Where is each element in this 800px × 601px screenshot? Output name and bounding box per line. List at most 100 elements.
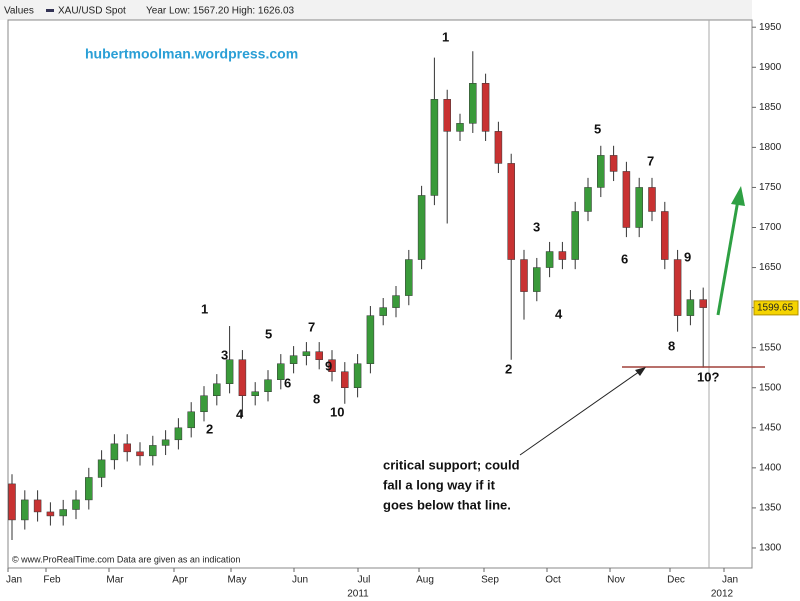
- wave-label: 8: [313, 391, 320, 406]
- candle-body: [584, 187, 592, 212]
- annotation-line: goes below that line.: [383, 497, 511, 512]
- candle-body: [661, 211, 669, 260]
- candle-body: [571, 211, 579, 260]
- wave-label: 1: [442, 29, 449, 44]
- x-tick-label: Jan: [722, 575, 738, 586]
- x-tick-label: Apr: [172, 575, 188, 586]
- candle-body: [174, 427, 183, 441]
- annotation-line: critical support; could: [383, 457, 520, 472]
- header-range: Year Low: 1567.20 High: 1626.03: [146, 6, 295, 17]
- x-tick-label: Feb: [43, 575, 61, 586]
- y-tick-label: 1350: [759, 503, 782, 514]
- wave-label: 2: [505, 361, 512, 376]
- wave-label: 3: [221, 347, 228, 362]
- candle-body: [200, 395, 208, 413]
- wave-label: 3: [533, 219, 540, 234]
- watermark: hubertmoolman.wordpress.com: [85, 46, 298, 62]
- y-tick-label: 1750: [759, 182, 782, 193]
- wave-label: 4: [555, 306, 563, 321]
- y-tick-label: 1850: [759, 102, 782, 113]
- candle-body: [277, 363, 285, 380]
- candle-body: [264, 379, 272, 392]
- wave-label: 6: [621, 251, 628, 266]
- candle-body: [251, 391, 259, 396]
- year-label: 2011: [347, 589, 369, 600]
- last-price-box: [753, 300, 799, 316]
- candle-body: [430, 99, 439, 196]
- candle-body: [161, 439, 170, 446]
- candle-body: [8, 483, 16, 521]
- wave-label: 8: [668, 338, 675, 353]
- legend-swatch: [46, 9, 54, 12]
- y-tick-label: 1500: [759, 382, 782, 393]
- candle-body: [353, 363, 362, 388]
- candle-body: [533, 267, 541, 292]
- wave-label: 7: [308, 319, 315, 334]
- x-tick-label: Oct: [545, 575, 561, 586]
- candle-body: [673, 259, 682, 316]
- candle-body: [97, 459, 106, 478]
- candle-body: [392, 295, 400, 308]
- candle-body: [238, 359, 247, 396]
- y-tick-label: 1650: [759, 262, 782, 273]
- candle-body: [379, 307, 387, 316]
- candle-body: [213, 383, 221, 396]
- x-tick-label: Jan: [6, 575, 22, 586]
- candle-body: [136, 451, 144, 457]
- candle-body: [648, 187, 656, 212]
- candle-body: [341, 371, 349, 388]
- y-tick-label: 1800: [759, 142, 782, 153]
- candles: [8, 51, 707, 540]
- annotation-line: fall a long way if it: [383, 477, 496, 492]
- wave-label: 9: [684, 249, 691, 264]
- footer: © www.ProRealTime.com Data are given as …: [12, 554, 240, 564]
- header-label: Values: [4, 6, 34, 17]
- candle-body: [558, 251, 567, 260]
- candle-body: [328, 359, 336, 372]
- candle-body: [699, 299, 707, 308]
- candle-body: [315, 351, 323, 360]
- wave-label: 1: [201, 301, 208, 316]
- candle-body: [507, 163, 515, 260]
- candle-body: [72, 499, 80, 510]
- x-tick-label: May: [228, 575, 247, 586]
- x-tick-label: Jun: [292, 575, 308, 586]
- annotation-arrow: [519, 368, 644, 456]
- candle-body: [405, 259, 413, 296]
- x-tick-label: Jul: [358, 575, 371, 586]
- y-tick-label: 1300: [759, 543, 782, 554]
- candle-body: [520, 259, 528, 292]
- candle-body: [494, 131, 503, 164]
- candle-body: [149, 445, 157, 457]
- candle-body: [110, 443, 119, 461]
- wave-label: 2: [206, 421, 213, 436]
- candle-body: [33, 499, 42, 513]
- y-tick-label: 1950: [759, 22, 782, 33]
- candle-body: [469, 83, 477, 124]
- y-tick-label: 1450: [759, 422, 782, 433]
- y-tick-label: 1550: [759, 342, 782, 353]
- wave-label: 9: [325, 358, 332, 373]
- candle-body: [46, 511, 55, 517]
- candle-body: [417, 195, 426, 260]
- header-symbol: XAU/USD Spot: [58, 6, 126, 17]
- candle-body: [59, 509, 67, 517]
- projection-arrow: [716, 199, 740, 316]
- candle-body: [225, 359, 234, 384]
- last-price-label: 1599.65: [757, 303, 794, 314]
- candle-body: [366, 315, 375, 364]
- candle-body: [21, 499, 29, 521]
- candle-body: [302, 351, 311, 356]
- wave-label: 5: [265, 326, 272, 341]
- candle-body: [622, 171, 631, 228]
- candle-body: [443, 99, 451, 132]
- wave-label: 7: [647, 153, 654, 168]
- wave-label: 10: [330, 404, 344, 419]
- y-tick-label: 1900: [759, 62, 782, 73]
- header-bar: [0, 0, 752, 20]
- candle-body: [635, 187, 643, 228]
- y-tick-label: 1700: [759, 222, 782, 233]
- candle-body: [187, 411, 195, 429]
